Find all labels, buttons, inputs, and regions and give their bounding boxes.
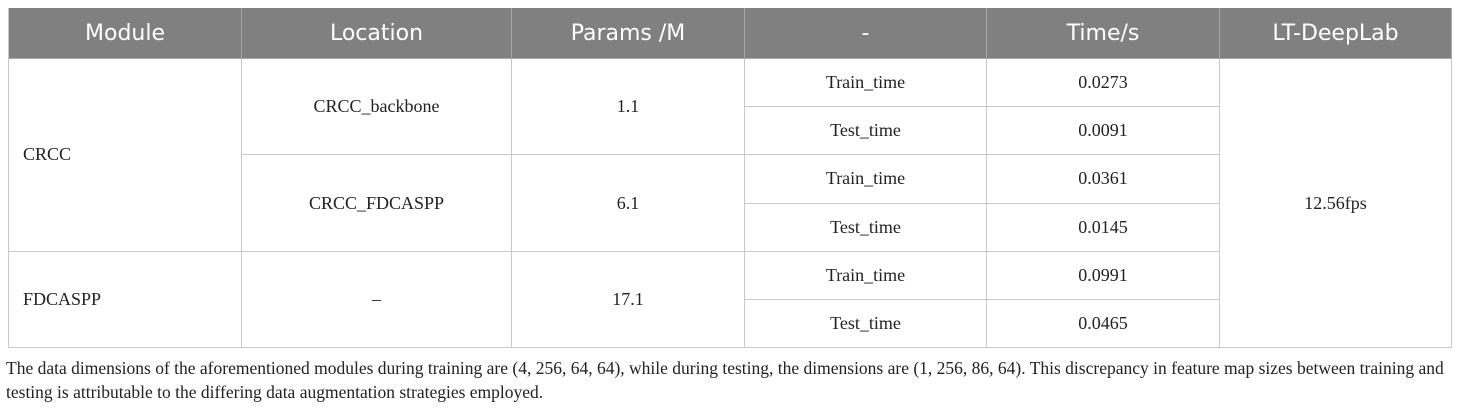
time-cell: 0.0361 xyxy=(987,155,1220,204)
params-cell: 1.1 xyxy=(512,59,745,156)
module-cell: CRCC xyxy=(8,59,242,252)
column-header: Time/s xyxy=(987,8,1220,59)
location-cell: CRCC_backbone xyxy=(242,59,512,156)
module-cell: FDCASPP xyxy=(8,251,242,349)
lt-deeplab-cell: 12.56fps xyxy=(1220,59,1452,349)
location-cell: – xyxy=(242,251,512,349)
time-cell: 0.0145 xyxy=(987,203,1220,252)
location-cell: CRCC_FDCASPP xyxy=(242,155,512,252)
column-header: Params /M xyxy=(512,8,745,59)
time-cell: 0.0091 xyxy=(987,107,1220,156)
phase-cell: Train_time xyxy=(745,155,987,204)
phase-cell: Test_time xyxy=(745,107,987,156)
time-cell: 0.0465 xyxy=(987,300,1220,349)
column-header: - xyxy=(745,8,987,59)
params-cell: 6.1 xyxy=(512,155,745,252)
footnote: The data dimensions of the aforementione… xyxy=(6,358,1444,402)
column-header: LT-DeepLab xyxy=(1220,8,1452,59)
table: Module Location Params /M - Time/s LT-DeepLab… xyxy=(8,8,1452,349)
column-header: Module xyxy=(8,8,242,59)
phase-cell: Test_time xyxy=(745,203,987,252)
time-cell: 0.0273 xyxy=(987,59,1220,108)
column-header: Location xyxy=(242,8,512,59)
time-cell: 0.0991 xyxy=(987,251,1220,300)
phase-cell: Train_time xyxy=(745,59,987,108)
params-cell: 17.1 xyxy=(512,251,745,349)
phase-cell: Train_time xyxy=(745,251,987,300)
phase-cell: Test_time xyxy=(745,300,987,349)
